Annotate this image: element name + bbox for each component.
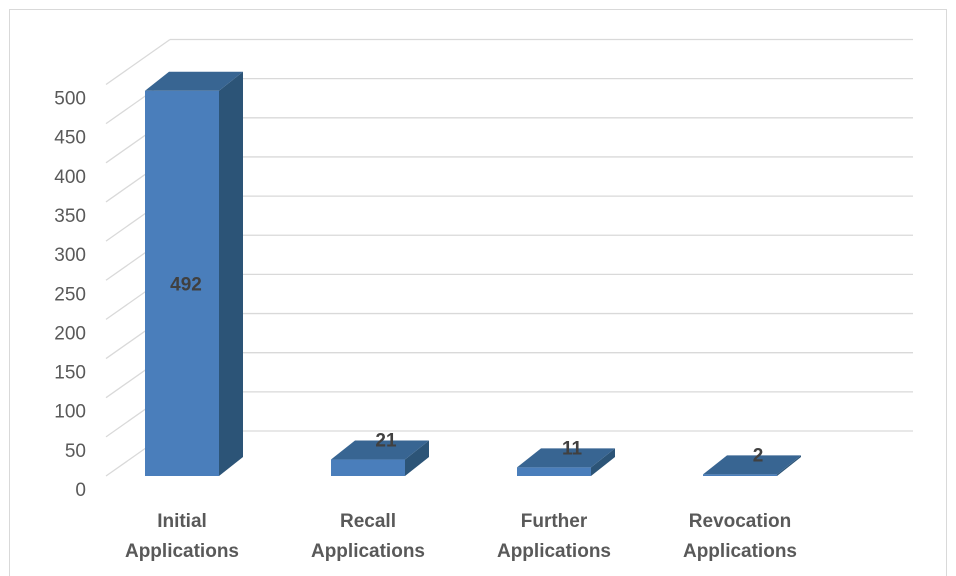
y-axis-ticks: 0 50 100 150 200 250 300 350 400 450 500 (54, 89, 86, 502)
y-tick-label: 200 (54, 323, 86, 344)
x-axis-categories: Initial Applications Recall Applications Fur… (125, 511, 797, 562)
bar-top (145, 71, 243, 91)
y-tick-label: 100 (54, 402, 86, 423)
y-tick-label: 250 (54, 284, 86, 305)
data-label: 21 (375, 431, 397, 452)
bar-side (405, 440, 429, 476)
y-tick-label: 50 (65, 441, 86, 462)
bar-top (703, 455, 801, 475)
x-category-label: Applications (125, 541, 239, 562)
gridline-side (105, 38, 171, 86)
y-tick-label: 400 (54, 167, 86, 188)
bar-top (331, 440, 429, 460)
bars (145, 71, 801, 476)
x-category-label: Applications (311, 541, 425, 562)
bar (703, 455, 801, 476)
x-category-label: Further (521, 511, 588, 532)
data-label: 2 (753, 445, 764, 466)
bar (517, 448, 615, 476)
x-category-label: Applications (497, 541, 611, 562)
bar-front (517, 467, 591, 476)
bar-side (591, 448, 615, 476)
data-label: 11 (562, 438, 583, 459)
bar-front (703, 474, 777, 476)
y-tick-label: 300 (54, 245, 86, 266)
y-tick-label: 350 (54, 206, 86, 227)
y-tick-label: 450 (54, 128, 86, 149)
x-category-label: Revocation (689, 511, 791, 532)
x-category-label: Initial (157, 511, 207, 532)
bar (331, 440, 429, 476)
y-tick-label: 150 (54, 363, 86, 384)
bar-top (517, 448, 615, 468)
data-labels: 492 21 11 2 (170, 274, 763, 466)
y-tick-label: 500 (54, 89, 86, 110)
x-category-label: Applications (683, 541, 797, 562)
bar-front (145, 90, 219, 476)
y-tick-label: 0 (75, 480, 86, 501)
bar-side (777, 455, 801, 476)
bar (145, 71, 243, 476)
bar-side (219, 71, 243, 476)
bar-front (331, 459, 405, 476)
x-category-label: Recall (340, 511, 396, 532)
data-label: 492 (170, 274, 202, 295)
